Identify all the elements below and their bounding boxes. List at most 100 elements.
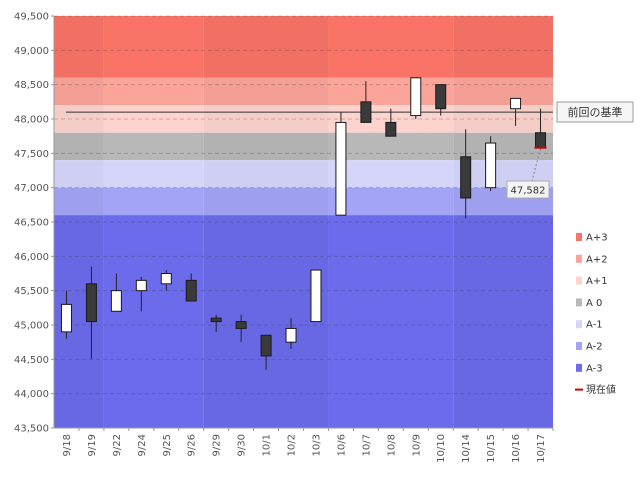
band-a2-week-4 xyxy=(328,77,454,106)
y-tick-label: 44,500 xyxy=(14,355,49,366)
legend-label: A 0 xyxy=(586,298,602,309)
x-tick-label: 9/25 xyxy=(162,434,173,456)
legend-swatch xyxy=(576,233,582,241)
legend-item-a-2: A-2 xyxy=(576,342,603,353)
candle-10-16 xyxy=(510,97,522,126)
band-a2-week-2 xyxy=(103,187,204,216)
band-a3-week-4 xyxy=(328,16,454,78)
legend-item-a-3: A-3 xyxy=(576,363,603,374)
candle-body xyxy=(235,321,247,329)
band-a0-week-2 xyxy=(103,132,204,161)
x-tick-label: 10/6 xyxy=(336,434,347,456)
candle-9-25 xyxy=(160,270,172,291)
band-a3-week-5 xyxy=(453,16,553,78)
x-tick-label: 9/19 xyxy=(87,434,98,456)
candle-9-22 xyxy=(110,273,122,312)
x-tick-label: 9/30 xyxy=(237,434,248,456)
candle-body xyxy=(335,121,347,216)
y-tick-label: 49,500 xyxy=(14,12,49,23)
candle-body xyxy=(160,273,172,285)
x-tick-label: 9/22 xyxy=(112,434,123,456)
x-tick-label: 10/15 xyxy=(486,434,497,463)
candle-body xyxy=(435,84,447,110)
x-tick-label: 10/8 xyxy=(386,434,397,456)
y-tick-label: 44,000 xyxy=(14,389,49,400)
candle-body xyxy=(260,334,272,357)
band-a2-week-1 xyxy=(54,77,104,106)
legend-item-a0: A 0 xyxy=(576,298,602,309)
band-a0-week-1 xyxy=(54,132,104,161)
candle-body xyxy=(60,303,72,333)
band-a3-week-2 xyxy=(103,16,204,78)
candle-9-19 xyxy=(85,266,97,360)
x-tick-label: 10/7 xyxy=(361,434,372,456)
candle-body xyxy=(510,97,522,110)
legend-item-a+3: A+3 xyxy=(576,233,608,244)
x-tick-label: 10/14 xyxy=(461,434,472,463)
x-tick-label: 10/9 xyxy=(411,434,422,456)
x-tick-label: 10/10 xyxy=(436,434,447,463)
y-tick-label: 43,500 xyxy=(14,424,49,435)
y-tick-label: 46,500 xyxy=(14,218,49,229)
candle-body xyxy=(85,283,97,323)
callouts: 前回の基準 47,582 xyxy=(506,101,634,199)
legend-swatch xyxy=(576,363,582,372)
candle-body xyxy=(310,269,322,323)
band-a1-week-3 xyxy=(203,105,329,133)
current-value-leader xyxy=(531,148,542,182)
current-value-callout: 47,582 xyxy=(506,148,550,199)
legend-label: A+2 xyxy=(586,254,608,265)
y-tick-label: 48,000 xyxy=(14,115,49,126)
band-a1-week-2 xyxy=(103,105,204,133)
band-a2-week-5 xyxy=(453,77,553,106)
band-a1-week-2 xyxy=(103,160,204,188)
candle-9-26 xyxy=(185,273,197,302)
band-a0-week-3 xyxy=(203,132,329,161)
x-tick-label: 9/24 xyxy=(137,434,148,456)
candle-body xyxy=(110,290,122,312)
candle-10-2 xyxy=(285,318,297,350)
band-a1-week-1 xyxy=(54,160,104,188)
legend-swatch xyxy=(576,342,582,350)
x-tick-label: 9/26 xyxy=(187,434,198,456)
x-tick-label: 10/3 xyxy=(311,434,322,456)
x-tick-label: 10/1 xyxy=(262,434,273,456)
legend-swatch xyxy=(576,298,582,307)
candle-9-24 xyxy=(135,276,147,312)
band-a3-week-1 xyxy=(54,16,104,78)
candle-10-8 xyxy=(385,108,397,137)
x-tick-label: 9/18 xyxy=(62,434,73,456)
y-tick-label: 45,000 xyxy=(14,321,49,332)
candles xyxy=(60,77,547,370)
candle-body xyxy=(460,156,472,199)
reference-callout-box xyxy=(556,101,634,123)
candle-body xyxy=(385,121,397,137)
grid-lines xyxy=(54,15,553,395)
legend-label-current: 現在値 xyxy=(586,383,616,396)
candle-10-3 xyxy=(310,269,322,323)
legend-label: A-1 xyxy=(586,320,603,331)
legend-item-a+1: A+1 xyxy=(576,276,608,287)
candle-body xyxy=(535,132,547,149)
band-a3-week-3 xyxy=(203,16,329,78)
reference-line-callout: 前回の基準 xyxy=(556,101,634,123)
reference-callout-label: 前回の基準 xyxy=(568,105,623,119)
candle-body xyxy=(410,77,422,117)
band-a2-week-3 xyxy=(203,187,329,216)
y-tick-label: 47,000 xyxy=(14,183,49,194)
band-a3-week-3 xyxy=(203,215,329,428)
y-tick-label: 49,000 xyxy=(14,46,49,57)
current-value-label: 47,582 xyxy=(511,186,546,197)
band-a1-week-3 xyxy=(203,160,329,188)
candle-10-10 xyxy=(435,84,447,116)
candle-9-29 xyxy=(210,314,222,332)
band-a2-week-4 xyxy=(328,187,454,216)
band-a3-week-2 xyxy=(103,215,204,428)
legend: A+3 A+2 A+1 A 0 A-1 A-2 A-3 現在値 xyxy=(575,233,616,396)
legend-item-a+2: A+2 xyxy=(576,254,608,265)
band-a3-week-4 xyxy=(328,215,454,428)
legend-swatch xyxy=(576,276,582,285)
candle-9-18 xyxy=(60,290,72,339)
band-background xyxy=(54,16,553,428)
